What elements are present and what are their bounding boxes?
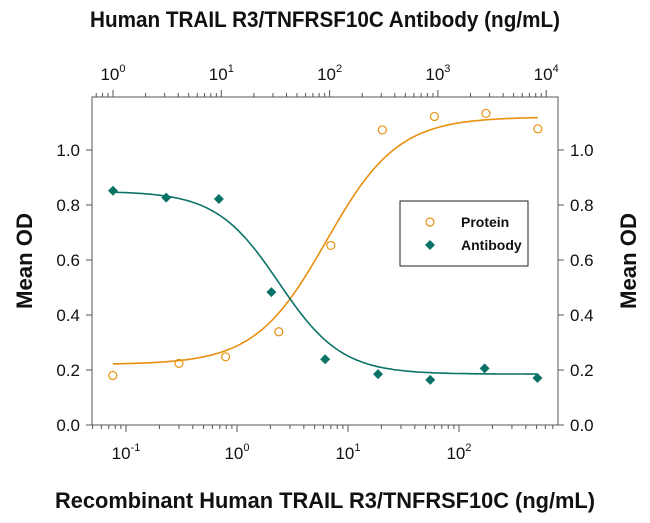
antibody-data-point: [479, 363, 490, 374]
x-top-tick-label: 101: [209, 63, 234, 84]
antibody-data-point: [266, 287, 277, 298]
y-axis-label-left: Mean OD: [12, 213, 37, 309]
y-right-tick-label: 0.6: [570, 251, 594, 270]
y-right-tick-label: 0.8: [570, 196, 594, 215]
y-left-tick-label: 0.8: [56, 196, 80, 215]
x-bottom-tick-label: 101: [335, 442, 360, 463]
x-bottom-tick-label: 10-1: [112, 442, 141, 463]
protein-data-point: [326, 240, 336, 251]
y-left-tick-label: 0.2: [56, 361, 80, 380]
x-top-tick-label: 103: [425, 63, 450, 84]
antibody-data-point: [532, 372, 543, 383]
x-axis-label: Recombinant Human TRAIL R3/TNFRSF10C (ng…: [55, 488, 595, 513]
legend-protein-marker: [425, 217, 435, 227]
y-right-tick-label: 0.4: [570, 306, 594, 325]
antibody-data-point: [108, 185, 118, 196]
antibody-data-point: [373, 369, 384, 380]
y-right-tick-label: 0.2: [570, 361, 594, 380]
x-top-tick-label: 102: [317, 63, 342, 84]
legend-antibody-label: Antibody: [461, 237, 522, 253]
protein-data-point: [108, 370, 118, 381]
antibody-data-point: [320, 354, 331, 365]
y-left-tick-label: 0.4: [56, 306, 80, 325]
y-axis-label-right: Mean OD: [616, 213, 641, 309]
antibody-data-point: [213, 193, 224, 204]
protein-data-point: [429, 111, 439, 122]
protein-data-point: [533, 124, 543, 134]
protein-data-point: [174, 358, 184, 368]
x-top-tick-label: 104: [534, 63, 559, 84]
legend-antibody-marker: [425, 240, 435, 250]
x-top-tick-label: 100: [100, 63, 125, 84]
y-right-tick-label: 0.0: [570, 416, 594, 435]
x-bottom-tick-label: 100: [224, 442, 249, 463]
protein-data-point: [221, 352, 231, 362]
x-bottom-tick-label: 102: [446, 442, 471, 463]
chart-title: Human TRAIL R3/TNFRSF10C Antibody (ng/mL…: [90, 7, 560, 32]
legend-box: [399, 200, 529, 267]
y-right-tick-label: 1.0: [570, 141, 594, 160]
protein-data-point: [481, 108, 491, 119]
protein-data-point: [274, 327, 284, 337]
protein-fit-curve: [112, 116, 538, 365]
protein-data-point: [377, 125, 387, 135]
antibody-data-point: [161, 192, 172, 203]
legend-protein-label: Protein: [461, 214, 509, 230]
antibody-data-point: [425, 374, 436, 385]
y-left-tick-label: 1.0: [56, 141, 80, 160]
antibody-fit-curve: [113, 191, 538, 375]
y-left-tick-label: 0.6: [56, 251, 80, 270]
y-left-tick-label: 0.0: [56, 416, 80, 435]
legend: Protein Antibody: [399, 200, 529, 267]
